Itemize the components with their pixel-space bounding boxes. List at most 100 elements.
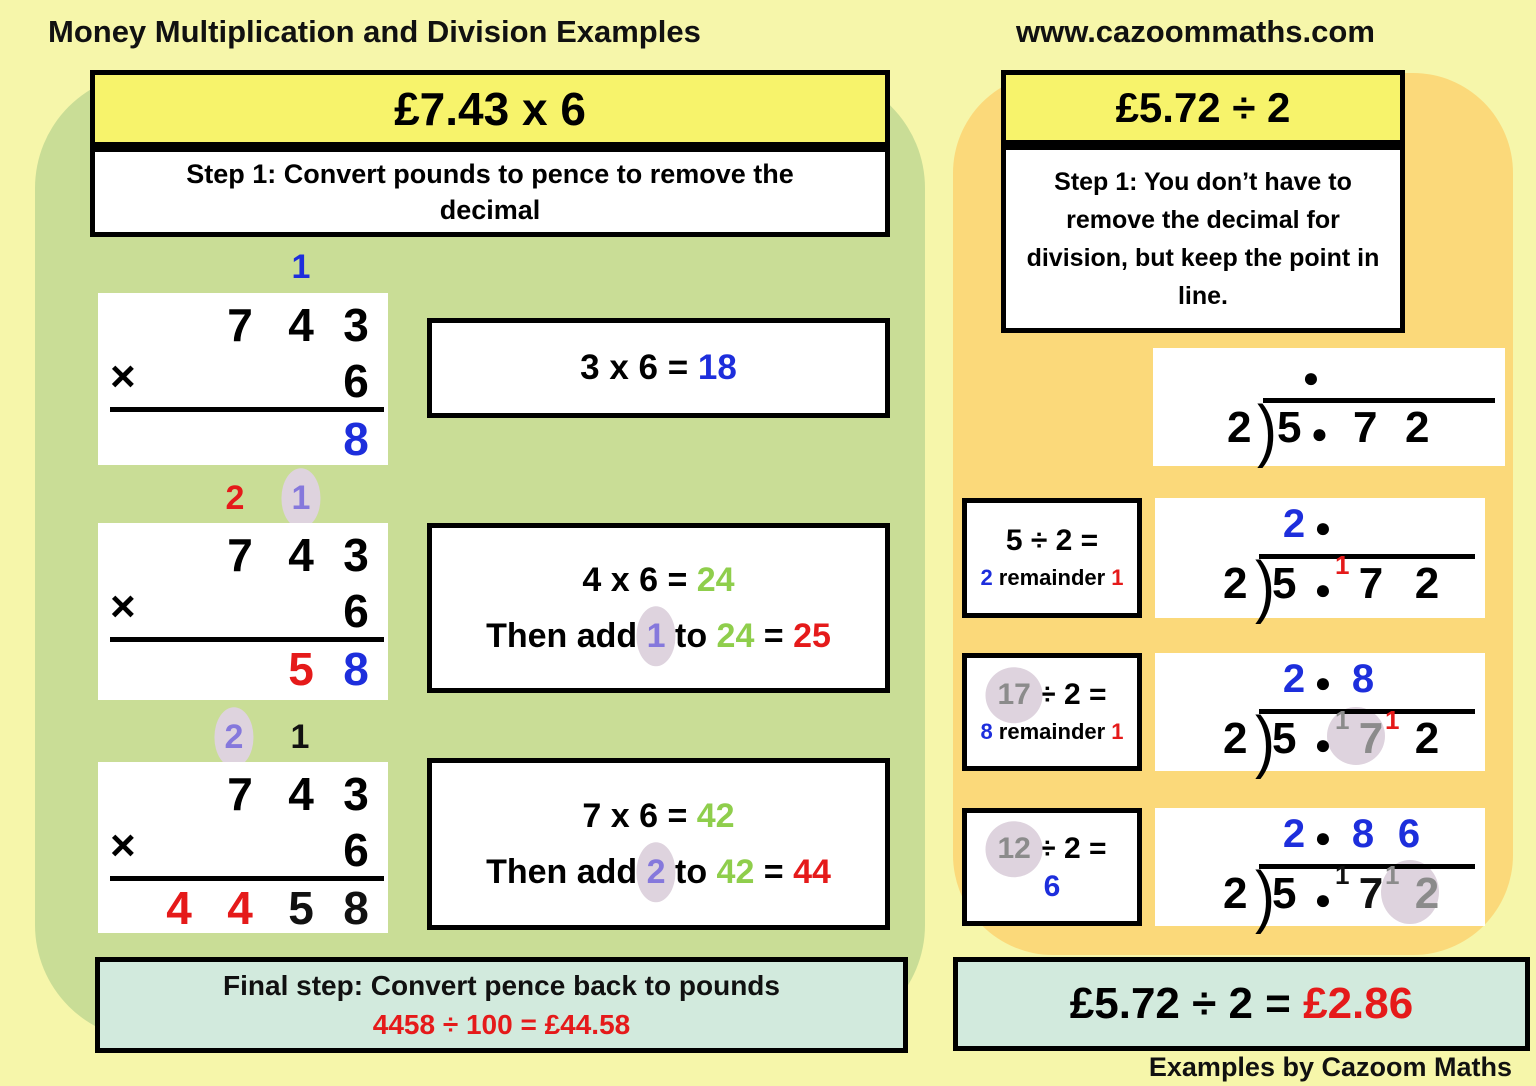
division-line — [1263, 398, 1495, 403]
equation-box-2: 4 x 6 = 24 Then add 1 to 24 = 25 — [427, 523, 890, 693]
digit: 4 — [288, 768, 314, 820]
sum-number: 25 — [793, 617, 831, 655]
digit: 7 — [227, 768, 253, 820]
quotient-digit: 2 — [1282, 657, 1306, 701]
quotient-digit: 2 — [1282, 502, 1306, 546]
remainder-carry-digit: 1 — [1385, 860, 1400, 890]
decimal-dot: ● — [1314, 729, 1332, 760]
remainder-carry-digit: 1 — [1335, 860, 1350, 890]
decimal-dot: ● — [1314, 574, 1332, 605]
digit: 4 — [288, 299, 314, 351]
division-bracket-icon: ) — [1255, 547, 1275, 625]
multiplication-step1-box: Step 1: Convert pounds to pence to remov… — [90, 147, 890, 237]
dividend-digit: 2 — [1414, 714, 1440, 763]
remainder-carry-digit: 1 — [1335, 550, 1350, 580]
long-division-diagram-1: 2 ● 2 ) 5 ● 1 7 2 — [1155, 498, 1485, 625]
dividend-digit: 7 — [1358, 869, 1384, 918]
division-prompt-1: 5 ÷ 2 = 2 remainder 1 — [962, 498, 1142, 618]
equals-text: = — [754, 853, 794, 891]
division-answer: 8 remainder 1 — [980, 719, 1124, 744]
answer-line — [110, 637, 384, 642]
multiply-sign-icon: × — [110, 821, 136, 870]
equals-text: = — [754, 617, 794, 655]
final-equation-lhs: £5.72 ÷ 2 = — [1069, 979, 1304, 1028]
decimal-dot: ● — [1314, 884, 1332, 915]
carry-digit: 1 — [290, 718, 310, 756]
dividend-digit: 5 — [1272, 714, 1297, 763]
division-question: 5 ÷ 2 = — [1005, 524, 1099, 557]
multiplication-step1-text: Step 1: Convert pounds to pence to remov… — [186, 159, 794, 225]
dividend-digit: 7 — [1353, 403, 1378, 452]
multiplication-header: £7.43 x 6 — [90, 70, 890, 147]
dividend-digit: 5 — [1272, 869, 1297, 918]
division-bracket-icon: ) — [1255, 702, 1275, 780]
multiplication-working-3: 7 4 3 × 6 4 4 5 8 — [98, 762, 388, 933]
to-text: to — [665, 853, 717, 891]
digit: 4 — [288, 529, 314, 581]
carry-digit: 2 — [225, 479, 245, 517]
digit: 6 — [343, 355, 369, 407]
final-step-text: Final step: Convert pence back to pounds — [223, 970, 780, 1001]
multiplication-working-2: 7 4 3 × 6 5 8 — [98, 523, 388, 700]
digit: 7 — [227, 529, 253, 581]
division-final-box: £5.72 ÷ 2 = £2.86 — [953, 957, 1530, 1051]
result-digit: 8 — [343, 413, 369, 465]
division-header: £5.72 ÷ 2 — [1001, 70, 1405, 145]
division-problem: £5.72 ÷ 2 — [1115, 83, 1291, 131]
divisor: 2 — [1223, 559, 1248, 608]
sum-number: 44 — [793, 853, 831, 891]
division-step1-text: Step 1: You don’t have to remove the dec… — [1026, 168, 1380, 310]
equation-lhs: 4 x 6 = — [582, 561, 697, 599]
multiplication-final-box: Final step: Convert pence back to pounds… — [95, 957, 908, 1053]
quotient-decimal-dot: ● — [1314, 822, 1332, 853]
carry-digit-highlighted: 1 — [291, 479, 311, 517]
equation-answer: 42 — [696, 797, 735, 835]
equation-lhs: 7 x 6 = — [582, 797, 697, 835]
remainder-carry-digit: 1 — [1385, 705, 1400, 735]
dividend-digit: 2 — [1414, 559, 1440, 608]
digit: 3 — [343, 768, 369, 820]
division-bracket-icon: ) — [1257, 391, 1277, 469]
equation-answer: 18 — [697, 348, 737, 387]
base-number: 42 — [716, 853, 755, 891]
decimal-dot: ● — [1311, 418, 1328, 449]
quotient-digit: 6 — [1397, 812, 1421, 856]
carry-digit-highlighted: 2 — [224, 718, 244, 756]
digit: 3 — [343, 529, 369, 581]
divisor: 2 — [1223, 869, 1248, 918]
dividend-digit: 5 — [1272, 559, 1297, 608]
division-answer: 2 remainder 1 — [980, 565, 1124, 590]
long-division-diagram-start: ● 2 ) 5 ● 7 2 — [1153, 348, 1505, 466]
division-question: 17 ÷ 2 = — [997, 675, 1106, 715]
divisor: 2 — [1227, 403, 1252, 452]
base-number: 24 — [716, 617, 755, 655]
digit: 6 — [343, 585, 369, 637]
result-digit: 4 — [166, 882, 192, 934]
division-prompt-3: 12 ÷ 2 = 6 — [962, 808, 1142, 926]
final-equation-answer: £2.86 — [1303, 979, 1414, 1028]
digit: 7 — [227, 299, 253, 351]
division-step1-box: Step 1: You don’t have to remove the dec… — [1001, 145, 1405, 333]
multiply-sign-icon: × — [110, 582, 136, 631]
carry-digit-highlighted: 2 — [647, 844, 666, 900]
result-digit: 8 — [343, 882, 369, 934]
quotient-decimal-dot: ● — [1314, 512, 1332, 543]
division-answer: 6 — [1043, 870, 1061, 903]
division-line — [1259, 864, 1475, 869]
dividend-digit-highlighted: 7 — [1358, 714, 1384, 763]
multiplication-working-1: 7 4 3 × 6 8 — [98, 293, 388, 465]
highlight-circle — [1381, 860, 1439, 924]
highlight-circle — [1327, 707, 1385, 765]
result-digit: 8 — [343, 643, 369, 695]
division-question: 12 ÷ 2 = — [997, 829, 1106, 869]
quotient-digit: 2 — [1282, 812, 1306, 856]
equation-box-3: 7 x 6 = 42 Then add 2 to 42 = 44 — [427, 758, 890, 930]
carry-digit-highlighted: 1 — [647, 608, 666, 664]
answer-line — [110, 876, 384, 881]
result-digit: 5 — [288, 882, 314, 934]
then-add-text: Then add — [486, 853, 647, 891]
quotient-decimal-dot: ● — [1314, 667, 1332, 698]
quotient-digit: 8 — [1351, 657, 1375, 701]
dividend-digit-highlighted: 2 — [1414, 869, 1440, 918]
remainder-carry-digit: 1 — [1335, 705, 1350, 735]
